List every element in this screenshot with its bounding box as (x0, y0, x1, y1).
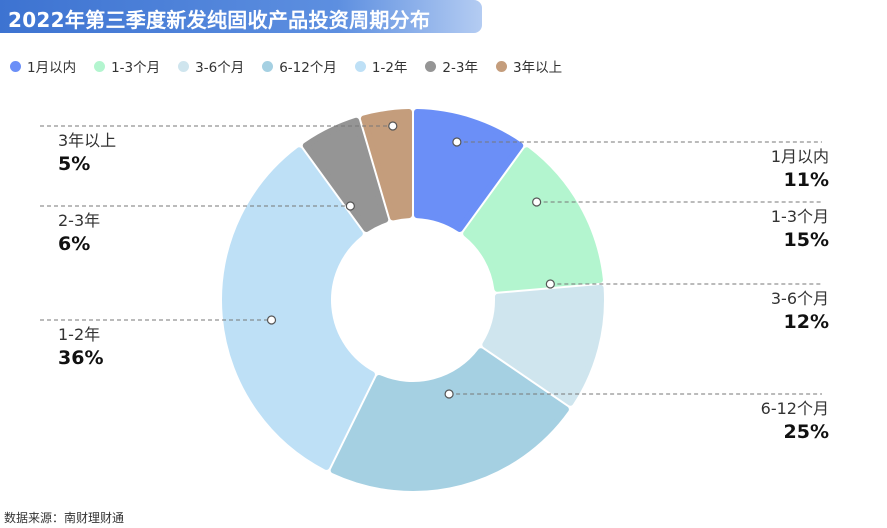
legend-item: 1月以内 (10, 56, 76, 76)
donut-slice (482, 284, 604, 406)
slice-category-label: 3年以上 (58, 131, 116, 150)
legend-item: 3-6个月 (178, 56, 244, 76)
legend: 1月以内 1-3个月 3-6个月 6-12个月 1-2年 2-3年 3年以上 (10, 56, 580, 76)
legend-label: 1-2年 (371, 60, 408, 76)
leader-point (345, 201, 355, 211)
legend-item: 3年以上 (495, 56, 563, 76)
slices-layer (222, 109, 604, 491)
donut-slice (463, 147, 603, 292)
legend-swatch (495, 60, 507, 72)
legend-item: 1-2年 (354, 56, 408, 76)
source-note: 数据来源：南财理财通 (4, 511, 125, 525)
slice-category-label: 1-2年 (58, 325, 100, 344)
slice-value-label: 15% (784, 229, 829, 251)
title-bar: 2022年第三季度新发纯固收产品投资周期分布 (0, 0, 482, 33)
legend-label: 1月以内 (27, 60, 77, 76)
slice-value-label: 11% (784, 169, 829, 191)
legend-label: 3-6个月 (195, 60, 245, 76)
slice-value-label: 36% (58, 347, 103, 369)
donut-slice (302, 117, 389, 232)
legend-item: 2-3年 (425, 56, 478, 76)
donut-slice (413, 109, 524, 232)
legend-item: 6-12个月 (262, 56, 337, 76)
legend-label: 2-3年 (442, 60, 478, 76)
leader-point (266, 315, 277, 325)
slice-value-label: 6% (58, 233, 90, 255)
legend-swatch (425, 60, 437, 72)
legend-label: 3年以上 (512, 60, 563, 76)
slice-value-label: 12% (784, 311, 829, 333)
legend-item: 1-3个月 (94, 56, 160, 76)
legend-label: 1-3个月 (111, 60, 161, 76)
slice-category-label: 6-12个月 (761, 399, 829, 418)
donut-slice (360, 109, 413, 221)
leader-point (388, 121, 398, 131)
leaders-layer (40, 121, 822, 399)
legend-swatch (178, 60, 190, 72)
slice-category-label: 1-3个月 (771, 207, 829, 226)
legend-label: 6-12个月 (279, 60, 337, 76)
donut-slice (330, 348, 569, 491)
legend-swatch (94, 60, 106, 72)
chart-title: 2022年第三季度新发纯固收产品投资周期分布 (8, 8, 431, 32)
labels-layer: 1月以内 11% 1-3个月 15% 3-6个月 12% 6-12个月 25% 1-2年 36% 2… (58, 131, 829, 443)
leader-point (532, 197, 542, 207)
leader-point (452, 137, 462, 147)
slice-value-label: 5% (58, 153, 90, 175)
slice-category-label: 3-6个月 (771, 289, 829, 308)
legend-swatch (262, 60, 274, 72)
slice-value-label: 25% (784, 421, 829, 443)
slice-category-label: 1月以内 (771, 147, 829, 166)
leader-point (444, 389, 454, 399)
slice-category-label: 2-3年 (58, 211, 100, 230)
donut-slice (222, 147, 375, 470)
legend-swatch (354, 60, 366, 72)
legend-swatch (10, 60, 21, 72)
leader-point (545, 279, 555, 289)
